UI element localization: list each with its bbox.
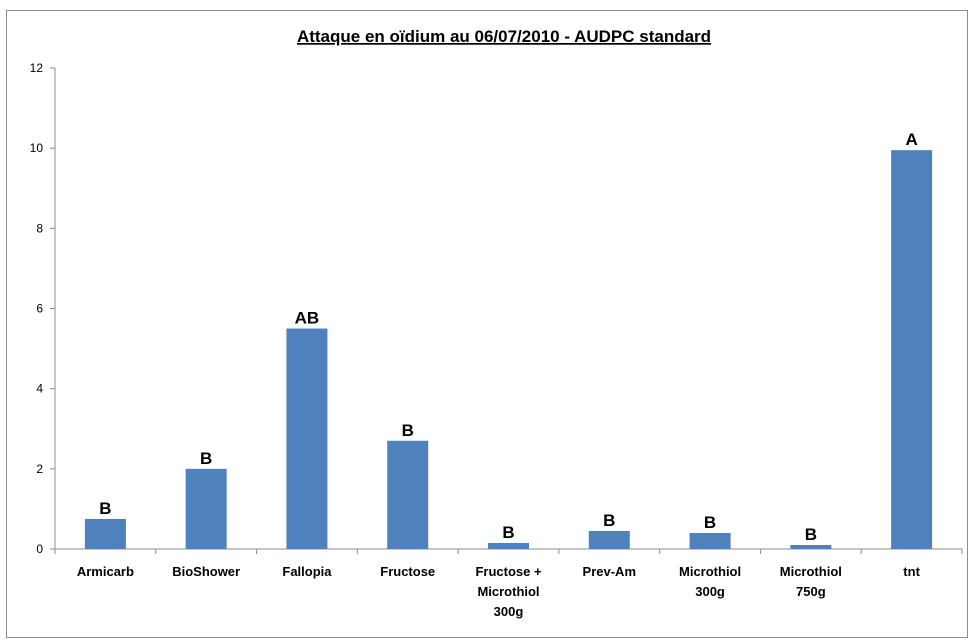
chart-title: Attaque en oïdium au 06/07/2010 - AUDPC … — [297, 27, 711, 46]
x-tick-label-line: Microthiol — [780, 564, 842, 579]
y-tick-label: 0 — [36, 542, 43, 556]
data-label: B — [502, 523, 514, 542]
y-tick-label: 10 — [30, 141, 44, 155]
x-tick-label-line: 750g — [796, 584, 826, 599]
bar — [185, 468, 227, 549]
x-tick-label: Fructose + Microthiol 300g — [475, 564, 542, 619]
x-tick-label: Prev-Am — [583, 564, 636, 579]
x-tick-label-line: Microthiol — [679, 564, 741, 579]
bar-chart: Attaque en oïdium au 06/07/2010 - AUDPC … — [30, 27, 963, 619]
y-axis-ticks: 0 2 4 6 8 10 12 — [30, 61, 55, 556]
bars — [84, 150, 933, 549]
x-axis-ticks: Armicarb BioShower Fallopia Fructose Fructos… — [54, 549, 963, 619]
x-tick-label: BioShower — [172, 564, 240, 579]
x-tick-label: Fallopia — [282, 564, 332, 579]
data-label: AB — [295, 309, 320, 328]
x-tick-label: Armicarb — [77, 564, 134, 579]
x-tick-label: tnt — [903, 564, 920, 579]
x-tick-label-line: BioShower — [172, 564, 240, 579]
data-label: B — [99, 499, 111, 518]
data-label: B — [704, 513, 716, 532]
bar — [387, 440, 429, 549]
x-tick-label: Microthiol 300g — [679, 564, 741, 599]
y-tick-label: 4 — [36, 382, 43, 396]
x-tick-label-line: tnt — [903, 564, 920, 579]
x-tick-label-line: 300g — [695, 584, 725, 599]
x-tick-label-line: Armicarb — [77, 564, 134, 579]
x-tick-label-line: Prev-Am — [583, 564, 636, 579]
data-labels: B B AB B B B B B A — [99, 130, 918, 544]
bar — [488, 542, 529, 549]
x-tick-label: Microthiol 750g — [780, 564, 842, 599]
y-tick-label: 6 — [36, 302, 43, 316]
bar — [790, 544, 832, 549]
bar — [588, 530, 630, 549]
bar — [689, 532, 731, 549]
x-tick-label-line: 300g — [494, 604, 524, 619]
data-label: B — [603, 511, 615, 530]
bar — [84, 518, 126, 549]
chart-area: Attaque en oïdium au 06/07/2010 - AUDPC … — [6, 10, 968, 638]
bar — [891, 150, 933, 549]
y-tick-label: 8 — [36, 221, 43, 235]
y-tick-label: 12 — [30, 61, 44, 75]
data-label: B — [200, 449, 212, 468]
x-tick-label-line: Fallopia — [282, 564, 332, 579]
x-tick-label-line: Fructose + — [475, 564, 542, 579]
bar — [286, 328, 328, 549]
y-tick-label: 2 — [36, 462, 43, 476]
x-tick-label: Fructose — [380, 564, 435, 579]
x-tick-label-line: Microthiol — [477, 584, 539, 599]
data-label: A — [905, 130, 917, 149]
data-label: B — [402, 421, 414, 440]
x-tick-label-line: Fructose — [380, 564, 435, 579]
data-label: B — [805, 525, 817, 544]
